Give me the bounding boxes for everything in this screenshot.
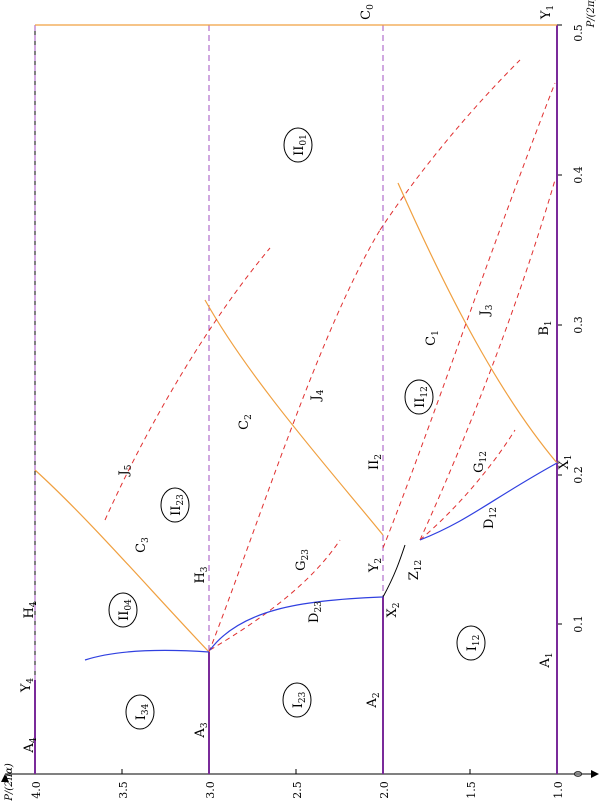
y-axis-label: P/(2πα)	[4, 763, 15, 802]
solid-purple-lines	[34, 25, 558, 774]
orange-curves	[34, 24, 558, 653]
y-tick-label: 3.5	[117, 781, 130, 799]
blue-top-curve	[84, 649, 210, 661]
D23-curve	[209, 596, 384, 651]
svg-text:II01: II01	[292, 134, 309, 156]
C3-curve	[34, 469, 210, 653]
label-G23: G23	[294, 549, 311, 571]
label-J3: J3	[478, 304, 495, 317]
label-J5: J5	[117, 464, 134, 477]
label-H3: H3	[193, 566, 210, 583]
label-X2: X2	[385, 603, 402, 618]
label-D12: D12	[482, 507, 499, 529]
region-labels: II01 II12 II23 II04 I12 I23 I34	[108, 127, 486, 730]
y-tick-label: 4.0	[30, 781, 43, 799]
label-II2: II2	[367, 454, 384, 470]
svg-text:I34: I34	[134, 703, 151, 720]
label-A3: A3	[193, 722, 210, 738]
label-B1: B1	[537, 320, 554, 335]
label-Y4: Y4	[19, 678, 36, 694]
red-dashed-lines	[104, 59, 556, 653]
y-tick-label: 1.5	[465, 781, 478, 799]
x-axis-arrow	[591, 770, 599, 778]
x-tick-label: 0.3	[572, 316, 585, 334]
D12-curve	[419, 462, 558, 541]
svg-text:II23: II23	[169, 494, 186, 516]
y-tick-label: 2.0	[378, 781, 391, 799]
label-C1: C1	[424, 330, 441, 346]
region-II01: II01	[283, 127, 313, 163]
C1-curve	[397, 182, 558, 464]
axis-frame	[5, 25, 591, 775]
y-axis-ticks	[34, 769, 558, 774]
x-tick-label: 0.1	[572, 615, 585, 633]
blue-curves	[84, 462, 558, 661]
J5-line	[208, 229, 381, 653]
x-tick-label: 0.5	[572, 24, 585, 42]
label-Y1: Y1	[539, 5, 556, 20]
label-Z12: Z12	[407, 560, 424, 581]
x-axis-label: P/(2π)	[586, 0, 597, 28]
svg-text:I12: I12	[465, 635, 482, 652]
curve-labels: C0 Y1 C1 J3 B1 J4 G12 X1 II2 D12 C2 J5 Z…	[19, 4, 574, 754]
Z12-curve	[382, 544, 406, 598]
label-J4: J4	[309, 389, 326, 402]
dashed-purple-lines	[34, 25, 384, 774]
label-Y2: Y2	[367, 558, 384, 573]
y-tick-labels: 4.0 3.5 3.0 2.5 2.0 1.5 1.0	[30, 781, 565, 799]
label-G12: G12	[472, 451, 489, 473]
J5-upper-line	[104, 247, 271, 521]
x-tick-labels: 0 0.1 0.2 0.3 0.4 0.5	[572, 24, 585, 777]
label-D23: D23	[307, 601, 324, 623]
G23-line	[209, 539, 341, 651]
label-A2: A2	[365, 692, 382, 708]
y-tick-label: 3.0	[204, 781, 217, 799]
region-II04: II04	[108, 592, 138, 628]
label-C0: C0	[359, 4, 376, 20]
svg-text:II04: II04	[117, 599, 134, 621]
label-C2: C2	[237, 414, 254, 430]
J4-line	[382, 82, 556, 549]
x-tick-label: 0.2	[572, 466, 585, 484]
label-C3: C3	[134, 537, 151, 553]
region-I12: I12	[456, 625, 486, 661]
svg-text:I23: I23	[291, 691, 308, 708]
x-tick-label: 0	[572, 771, 585, 778]
label-H4: H4	[22, 601, 39, 618]
label-A1: A1	[538, 652, 555, 668]
x-tick-label: 0.4	[572, 166, 585, 184]
y-axis-arrow	[1, 774, 9, 782]
J3-line	[419, 179, 556, 541]
C2-curve	[204, 299, 384, 536]
region-I34: I34	[125, 694, 155, 730]
region-I23: I23	[282, 682, 312, 718]
y-tick-label: 1.0	[552, 781, 565, 799]
label-A4: A4	[22, 737, 39, 753]
label-X1: X1	[557, 455, 574, 470]
J5b-line	[379, 59, 521, 231]
region-II23: II23	[160, 487, 190, 523]
G12-line	[419, 429, 516, 541]
svg-text:II12: II12	[413, 386, 430, 408]
y-tick-label: 2.5	[291, 781, 304, 799]
region-II12: II12	[404, 379, 434, 415]
